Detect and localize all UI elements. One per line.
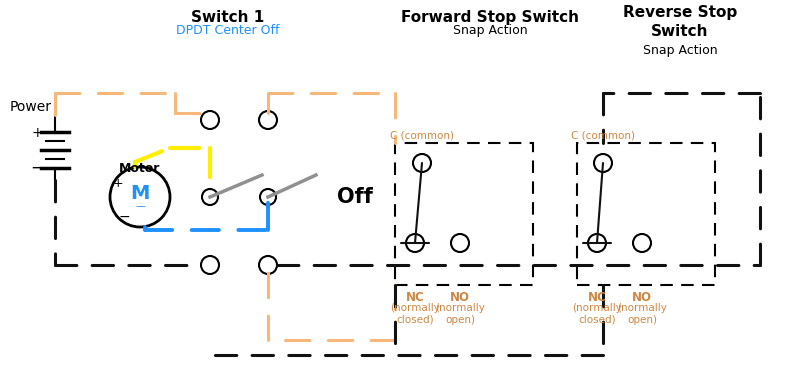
Text: +: +: [113, 177, 123, 190]
Text: Snap Action: Snap Action: [642, 44, 717, 57]
Text: Off: Off: [337, 187, 373, 207]
Bar: [395, 143, 533, 285]
Text: Reverse Stop
Switch: Reverse Stop Switch: [622, 5, 737, 39]
Bar: [577, 143, 715, 285]
Text: C (common): C (common): [390, 130, 454, 140]
Text: —: —: [135, 201, 145, 211]
Text: −: −: [118, 210, 130, 224]
Text: Switch 1: Switch 1: [192, 10, 265, 25]
Text: Power: Power: [10, 100, 52, 114]
Text: (normally
closed): (normally closed): [390, 303, 440, 325]
Text: Snap Action: Snap Action: [452, 24, 527, 37]
Text: M: M: [130, 184, 149, 203]
Text: (normally
open): (normally open): [435, 303, 485, 325]
Text: Forward Stop Switch: Forward Stop Switch: [401, 10, 579, 25]
Text: Motor: Motor: [119, 162, 161, 175]
Text: NC: NC: [405, 291, 425, 304]
Text: (normally
open): (normally open): [617, 303, 667, 325]
Text: DPDT Center Off: DPDT Center Off: [176, 24, 280, 37]
Text: −: −: [30, 159, 44, 177]
Text: NO: NO: [450, 291, 470, 304]
Text: NC: NC: [588, 291, 607, 304]
Text: +: +: [31, 126, 43, 140]
Text: NO: NO: [632, 291, 652, 304]
Text: (normally
closed): (normally closed): [572, 303, 622, 325]
Text: C (common): C (common): [571, 130, 635, 140]
